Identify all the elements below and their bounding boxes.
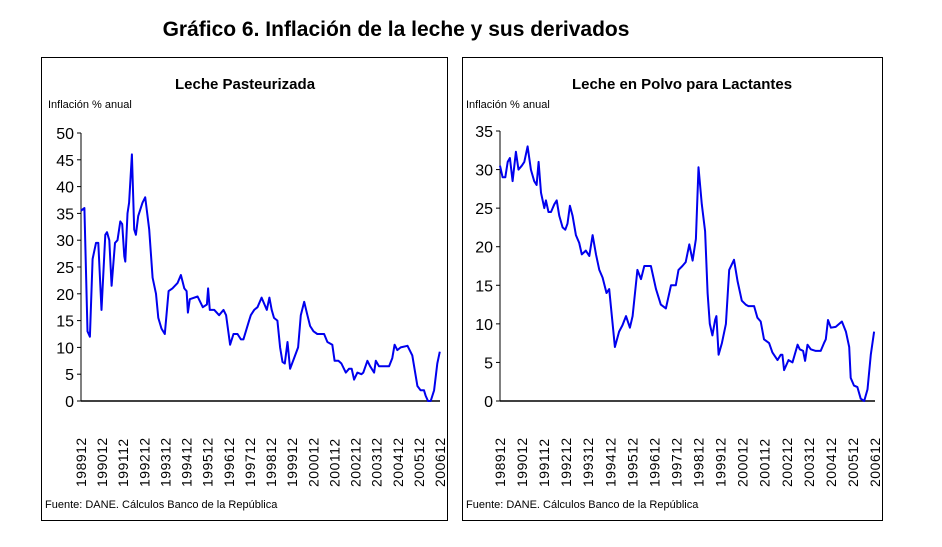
y-tick-label: 30 (56, 233, 74, 250)
y-tick-label: 50 (56, 126, 74, 143)
source-note: Fuente: DANE. Cálculos Banco de la Repúb… (45, 499, 278, 511)
x-tick-label: 199312 (580, 437, 596, 487)
plot-area: 0 5 10 15 20 25 30 35 198912 199012 199112 199212 19… (475, 124, 883, 487)
x-tick-label: 199412 (602, 437, 618, 487)
y-tick-label: 5 (484, 355, 493, 372)
x-tick-label: 200612 (867, 437, 883, 487)
x-tick-label: 199812 (263, 437, 279, 487)
x-tick-label: 199012 (514, 437, 530, 487)
x-tick-label: 199812 (691, 437, 707, 487)
x-tick-label: 200012 (305, 437, 321, 487)
x-tick-label: 199212 (136, 437, 152, 487)
y-tick-label: 15 (56, 314, 74, 331)
y-tick-label: 5 (65, 367, 74, 384)
y-tick-label: 25 (475, 201, 493, 218)
y-tick-label: 0 (65, 394, 74, 411)
y-tick-label: 20 (475, 240, 493, 257)
x-tick-label: 200512 (845, 437, 861, 487)
x-tick-label: 198912 (492, 437, 508, 487)
x-tick-label: 198912 (73, 437, 89, 487)
chart-title: Leche Pasteurizada (175, 76, 316, 93)
chart-svg: Leche en Polvo para Lactantes Inflación … (466, 76, 883, 511)
x-tick-label: 199912 (713, 437, 729, 487)
y-axis-label: Inflación % anual (48, 99, 132, 111)
source-note: Fuente: DANE. Cálculos Banco de la Repúb… (466, 499, 699, 511)
x-tick-label: 200012 (735, 437, 751, 487)
y-tick-label: 20 (56, 287, 74, 304)
x-tick-label: 199312 (157, 437, 173, 487)
y-tick-label: 15 (475, 278, 493, 295)
y-tick-label: 10 (56, 340, 74, 357)
x-tick-label: 200512 (411, 437, 427, 487)
y-tick-label: 30 (475, 163, 493, 180)
x-tick-label: 200612 (432, 437, 448, 487)
chart-panel-leche-en-polvo: Leche en Polvo para Lactantes Inflación … (462, 57, 883, 521)
x-tick-label: 200412 (823, 437, 839, 487)
x-tick-label: 199712 (668, 437, 684, 487)
chart-svg: Leche Pasteurizada Inflación % anual Fue… (45, 76, 448, 511)
y-tick-label: 45 (56, 153, 74, 170)
x-tick-label: 200312 (801, 437, 817, 487)
x-tick-label: 200412 (390, 437, 406, 487)
series-line (80, 153, 441, 402)
x-tick-label: 199612 (646, 437, 662, 487)
y-tick-label: 35 (56, 206, 74, 223)
y-tick-label: 10 (475, 317, 493, 334)
chart-title: Leche en Polvo para Lactantes (572, 76, 792, 93)
y-axis-label: Inflación % anual (466, 99, 550, 111)
x-tick-label: 199412 (179, 437, 195, 487)
chart-panel-leche-pasteurizada: Leche Pasteurizada Inflación % anual Fue… (41, 57, 448, 521)
x-tick-label: 199112 (536, 438, 552, 487)
x-tick-label: 199712 (242, 437, 258, 487)
y-tick-label: 0 (484, 394, 493, 411)
x-tick-label: 199512 (624, 437, 640, 487)
y-tick-label: 35 (475, 124, 493, 141)
x-tick-label: 199212 (558, 437, 574, 487)
x-tick-label: 199612 (221, 437, 237, 487)
x-tick-label: 199112 (115, 438, 131, 487)
y-tick-label: 40 (56, 180, 74, 197)
y-tick-label: 25 (56, 260, 74, 277)
plot-area: 0 5 10 15 20 25 30 35 40 45 50 198912 199012 199112 19… (56, 126, 448, 487)
x-tick-label: 199512 (200, 437, 216, 487)
x-tick-label: 200112 (757, 438, 773, 487)
x-tick-label: 200112 (326, 438, 342, 487)
x-tick-label: 199912 (284, 437, 300, 487)
x-tick-label: 200312 (369, 437, 385, 487)
figure-title: Gráfico 6. Inflación de la leche y sus d… (162, 18, 630, 41)
x-tick-label: 200212 (779, 437, 795, 487)
x-tick-label: 200212 (348, 437, 364, 487)
x-tick-label: 199012 (94, 437, 110, 487)
series-line (499, 145, 876, 402)
